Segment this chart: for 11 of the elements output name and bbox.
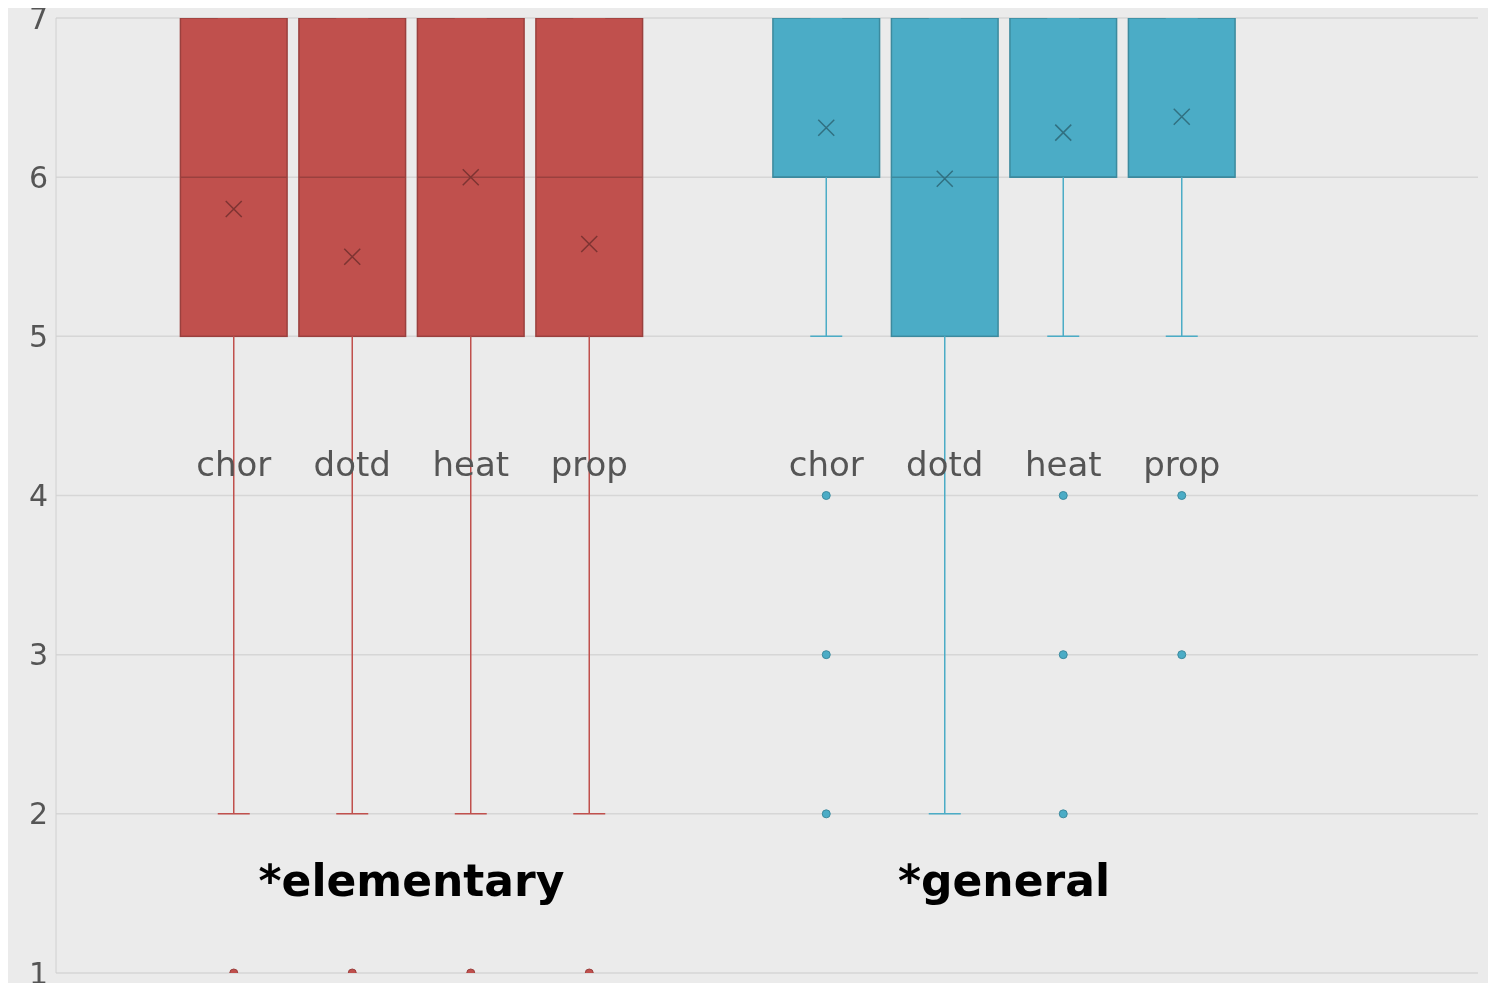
x-tick-label: chor (787, 443, 865, 484)
x-tick-label: heat (1023, 443, 1103, 484)
y-tick-label: 1 (28, 955, 48, 991)
y-tick-label: 3 (28, 637, 48, 673)
y-tick-label: 4 (28, 478, 48, 514)
y-tick-label: 2 (28, 796, 48, 832)
y-tick-label: 6 (28, 159, 48, 195)
annotation: *general (897, 855, 1111, 907)
annotation: *elementary (257, 855, 566, 907)
y-tick-label: 5 (28, 318, 48, 354)
x-tick-label: prop (1142, 443, 1222, 484)
